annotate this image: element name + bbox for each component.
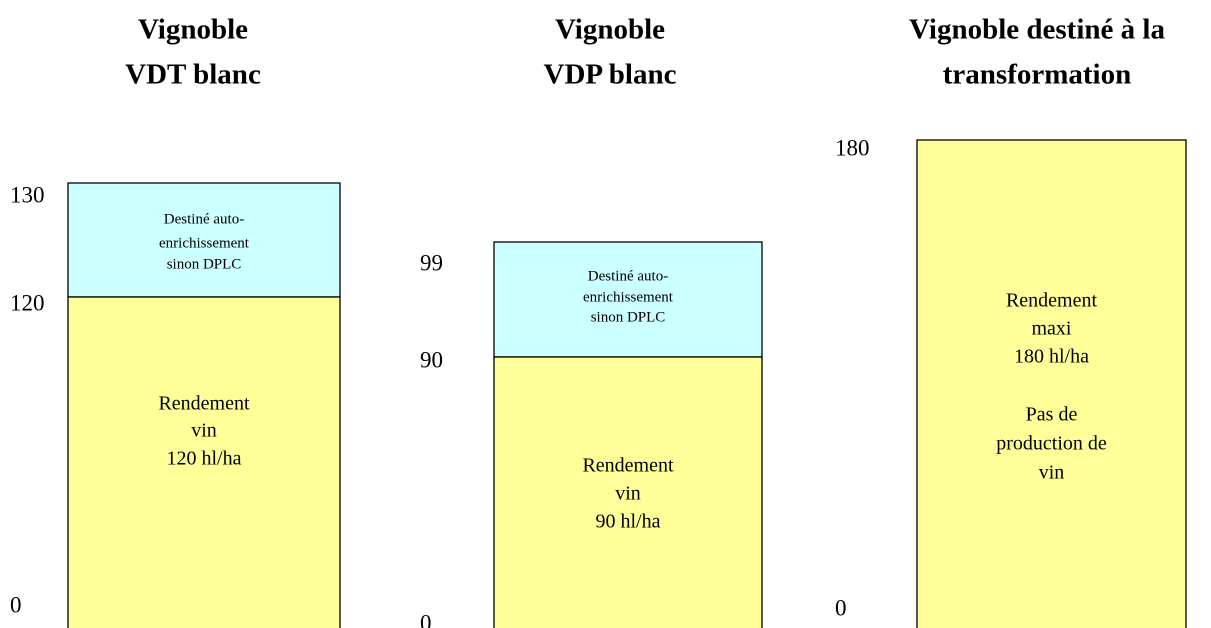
segment-text: maxi [1032,318,1072,340]
segment-text: enrichissement [159,235,250,251]
segment-text: vin [191,420,217,442]
axis-label: 130 [10,182,45,207]
panel-title: Vignoble [138,14,248,46]
segment-text: 180 hl/ha [1014,346,1089,368]
segment-text: 120 hl/ha [167,448,242,470]
segment-box [67,296,341,628]
segment-text: 90 hl/ha [596,511,661,533]
segment-text: Pas de [1026,404,1078,426]
segment-text: production de [996,433,1107,455]
segment-box [916,139,1187,628]
axis-label: 120 [10,290,45,315]
panel-title: transformation [943,59,1131,91]
axis-label: 90 [420,347,443,372]
axis-label: 0 [420,610,432,628]
axis-label: 180 [835,135,870,160]
axis-label: 0 [835,595,847,620]
segment-text: sinon DPLC [167,256,242,272]
segment-text: Destiné auto- [164,211,244,227]
segment-box [493,356,763,628]
segment-box [67,182,341,298]
segment-text: Rendement [158,393,250,415]
panel-title: VDP blanc [544,59,677,91]
axis-label: 0 [10,592,22,617]
panel-title: VDT blanc [125,59,261,91]
segment-text: vin [615,483,641,505]
segment-text: sinon DPLC [591,309,666,325]
segment-text: enrichissement [583,289,674,305]
segment-text: Rendement [582,455,674,477]
panel-title: Vignoble [555,14,665,46]
segment-text: Destiné auto- [588,268,668,284]
segment-text: Rendement [1006,290,1098,312]
panel-title: Vignoble destiné à la [909,14,1165,46]
axis-label: 99 [420,250,443,275]
segment-text: vin [1039,462,1065,484]
